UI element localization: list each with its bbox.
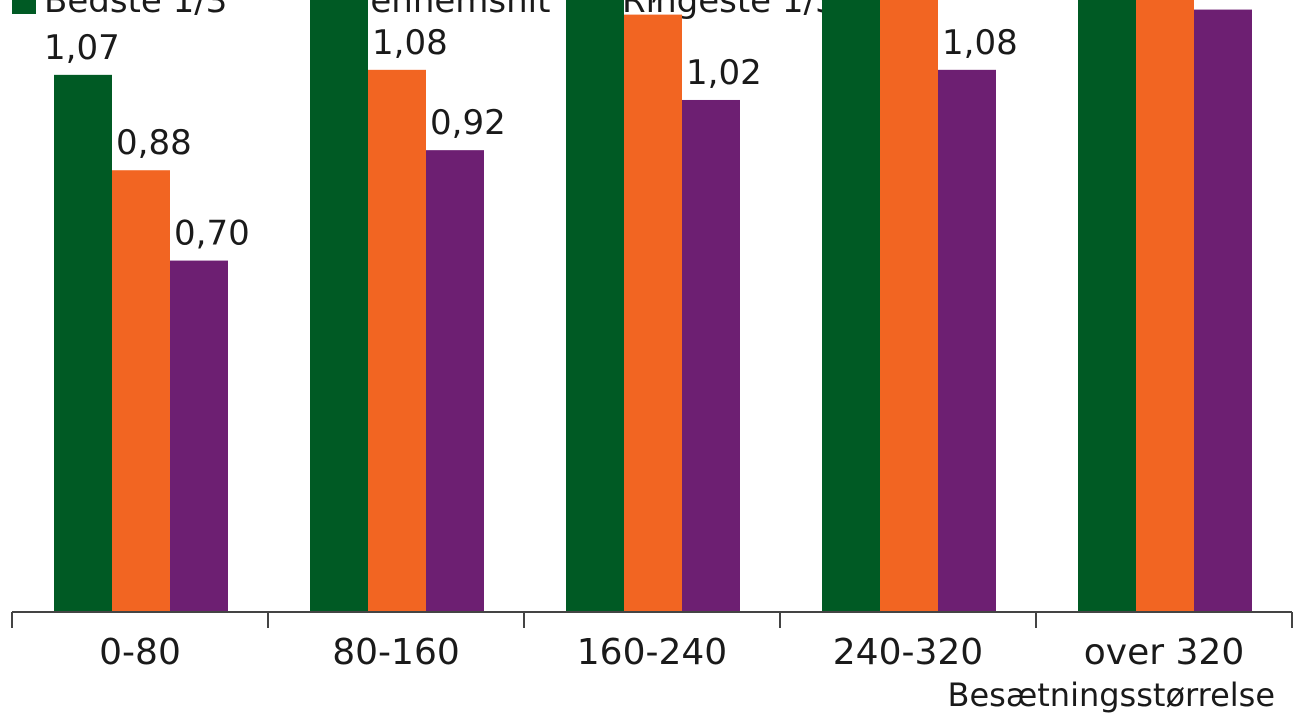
bar-1-5 <box>1078 0 1136 613</box>
value-label-1-1: 1,07 <box>44 28 120 68</box>
value-label-2-2: 1,08 <box>372 23 448 63</box>
bar-2-4 <box>880 0 938 613</box>
bar-3-3 <box>682 99 740 612</box>
value-label-3-1: 0,70 <box>174 214 250 254</box>
bar-1-1 <box>54 74 112 613</box>
bar-2-5 <box>1136 0 1194 612</box>
value-labels-group: 1,070,880,701,261,080,921,381,191,021,49… <box>44 0 1274 254</box>
category-label-1: 0-80 <box>99 632 181 673</box>
legend-label-2: Gennemsnit <box>344 0 550 21</box>
value-label-3-4: 1,08 <box>942 23 1018 63</box>
bar-1-2 <box>310 0 368 613</box>
bar-3-2 <box>426 150 484 612</box>
legend: Bedste 1/3 Gennemsnit Ringeste 1/3 <box>12 0 837 21</box>
value-label-3-5: 1,20 <box>1198 0 1274 3</box>
category-label-4: 240-320 <box>833 632 983 673</box>
bar-1-4 <box>822 0 880 612</box>
category-label-5: over 320 <box>1084 632 1244 673</box>
x-axis-title: Besætningsstørrelse <box>948 676 1276 714</box>
value-label-3-3: 1,02 <box>686 53 762 93</box>
bar-2-2 <box>368 69 426 613</box>
bar-1-3 <box>566 0 624 613</box>
bar-2-3 <box>624 14 682 613</box>
value-label-3-2: 0,92 <box>430 103 506 143</box>
legend-swatch-1 <box>12 0 36 14</box>
bar-3-1 <box>170 260 228 612</box>
x-axis: 0-80 80-160 160-240 240-320 over 320 <box>11 611 1293 673</box>
bar-2-1 <box>112 170 170 613</box>
value-label-2-3: 1,19 <box>628 0 704 8</box>
bars-group <box>54 0 1252 613</box>
bar-3-4 <box>938 69 996 613</box>
bar-3-5 <box>1194 9 1252 613</box>
legend-label-1: Bedste 1/3 <box>44 0 227 21</box>
category-label-3: 160-240 <box>577 632 727 673</box>
value-label-2-1: 0,88 <box>116 123 192 163</box>
category-label-2: 80-160 <box>332 632 460 673</box>
